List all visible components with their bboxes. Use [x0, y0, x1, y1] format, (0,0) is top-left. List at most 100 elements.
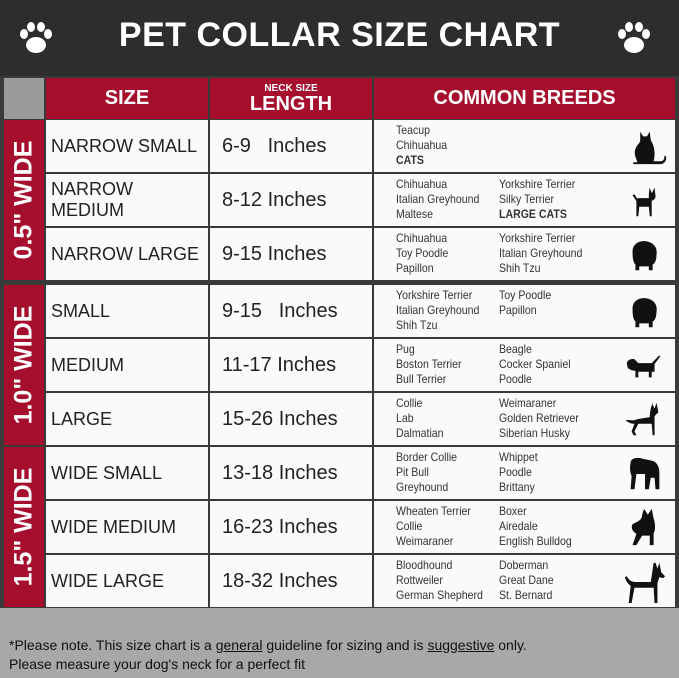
- paw-icon: [20, 22, 52, 53]
- length-cell: 15-26 Inches: [210, 393, 372, 445]
- breed-item: LARGE CATS: [499, 207, 567, 221]
- breed-item: Toy Poodle: [396, 246, 449, 260]
- breeds-cell: Chihuahua Toy Poodle Papillon Yorkshire Ter…: [374, 228, 675, 280]
- breed-item: Airedale: [499, 519, 538, 533]
- note-general: general: [215, 637, 263, 653]
- breed-item: St. Bernard: [499, 588, 553, 602]
- breed-item: Italian Greyhound: [499, 246, 583, 260]
- width-label-text: 0.5" WIDE: [9, 140, 38, 260]
- length-cell: 18-32 Inches: [210, 555, 372, 607]
- breed-column: Teacup Chihuahua CATS: [396, 123, 454, 168]
- breed-item: Weimaraner: [499, 396, 557, 410]
- size-cell: MEDIUM: [46, 339, 208, 391]
- bulldog-icon: [630, 457, 660, 490]
- breed-item: German Shepherd: [396, 588, 483, 602]
- paw-icon: [618, 22, 650, 53]
- breed-item: Italian Greyhound: [396, 303, 480, 317]
- breed-column: Beagle Cocker Spaniel Poodle: [499, 342, 580, 387]
- title-bar: PET COLLAR SIZE CHART: [0, 0, 679, 76]
- header-length-label: LENGTH: [249, 92, 333, 115]
- breed-item: Brittany: [499, 480, 535, 494]
- breed-item: Great Dane: [499, 573, 554, 587]
- pitbull-icon: [631, 508, 656, 546]
- breed-item: Chihuahua: [396, 177, 448, 191]
- breed-item: Papillon: [396, 261, 434, 275]
- length-cell: 13-18 Inches: [210, 447, 372, 499]
- size-cell: LARGE: [46, 393, 208, 445]
- corner-cell: [4, 78, 44, 119]
- header-breeds: COMMON BREEDS: [374, 78, 675, 119]
- breed-item: Greyhound: [396, 480, 449, 494]
- breed-item: Collie: [396, 396, 423, 410]
- breed-item: Collie: [396, 519, 423, 533]
- length-cell: 6-9 Inches: [210, 120, 372, 172]
- breed-item: Weimaraner: [396, 534, 454, 548]
- breed-column: Pug Boston Terrier Bull Terrier: [396, 342, 470, 387]
- cat-icon: [633, 131, 667, 165]
- breeds-cell: Pug Boston Terrier Bull Terrier Beagle Cocke…: [374, 339, 675, 391]
- breed-item: Yorkshire Terrier: [499, 231, 576, 245]
- breed-item: Lab: [396, 411, 414, 425]
- size-cell: WIDE SMALL: [46, 447, 208, 499]
- breed-item: Shih Tzu: [396, 318, 438, 332]
- note-part: *Please note. This size chart is a: [9, 637, 216, 653]
- length-cell: 8-12 Inches: [210, 174, 372, 226]
- note-suggestive: suggestive: [427, 637, 495, 653]
- note-line2: Please measure your dog's neck for a per…: [9, 656, 306, 672]
- breed-item: English Bulldog: [499, 534, 572, 548]
- breeds-cell: Yorkshire Terrier Italian Greyhound Shih T…: [374, 285, 675, 337]
- note-part: guideline for sizing and is: [262, 637, 428, 653]
- header-length: NECK SIZE LENGTH: [210, 78, 372, 119]
- size-cell: WIDE MEDIUM: [46, 501, 208, 553]
- breed-item: Pit Bull: [396, 465, 429, 479]
- breed-item: Italian Greyhound: [396, 192, 480, 206]
- breed-item: Yorkshire Terrier: [396, 288, 473, 302]
- breed-item: Poodle: [499, 465, 532, 479]
- breed-item: Bull Terrier: [396, 372, 447, 386]
- breed-item: Maltese: [396, 207, 433, 221]
- width-label-text: 1.0" WIDE: [9, 305, 38, 425]
- size-cell: SMALL: [46, 285, 208, 337]
- note-text: *Please note. This size chart is a gener…: [9, 636, 527, 674]
- note-part: only.: [494, 637, 527, 653]
- breed-item: CATS: [396, 153, 424, 167]
- page-title: PET COLLAR SIZE CHART: [118, 16, 561, 54]
- breed-column: Chihuahua Italian Greyhound Maltese: [396, 177, 491, 222]
- breed-column: Weimaraner Golden Retriever Siberian Husky: [499, 396, 590, 441]
- breed-column: Border Collie Pit Bull Greyhound: [396, 450, 465, 495]
- breed-item: Shih Tzu: [499, 261, 541, 275]
- breed-item: Doberman: [499, 558, 549, 572]
- breed-item: Golden Retriever: [499, 411, 579, 425]
- breeds-cell: Border Collie Pit Bull Greyhound Whippet Poo…: [374, 447, 675, 499]
- breed-column: Yorkshire Terrier Italian Greyhound Shih T…: [499, 231, 594, 276]
- breed-item: Boston Terrier: [396, 357, 462, 371]
- breeds-cell: Collie Lab Dalmatian Weimaraner Golden Retri…: [374, 393, 675, 445]
- length-cell: 16-23 Inches: [210, 501, 372, 553]
- breed-item: Rottweiler: [396, 573, 443, 587]
- size-cell: NARROW LARGE: [46, 228, 208, 280]
- breed-column: Yorkshire Terrier Italian Greyhound Shih T…: [396, 288, 491, 333]
- breed-item: Silky Terrier: [499, 192, 554, 206]
- shepherd-dog-icon: [625, 402, 659, 436]
- breed-item: Siberian Husky: [499, 426, 571, 440]
- length-cell: 9-15 Inches: [210, 285, 372, 337]
- doberman-icon: [624, 562, 666, 603]
- breed-item: Teacup: [396, 123, 431, 137]
- header-neck-size: NECK SIZE: [264, 82, 318, 94]
- size-cell: NARROW SMALL: [46, 120, 208, 172]
- breed-item: Beagle: [499, 342, 532, 356]
- breeds-cell: Teacup Chihuahua CATS: [374, 120, 675, 172]
- breed-item: Whippet: [499, 450, 538, 464]
- breed-column: Toy Poodle Papillon: [499, 288, 558, 318]
- dachshund-icon: [626, 355, 661, 378]
- size-cell: WIDE LARGE: [46, 555, 208, 607]
- pomeranian-icon: [632, 241, 657, 271]
- breeds-cell: Chihuahua Italian Greyhound Maltese Yorkshi…: [374, 174, 675, 226]
- breeds-cell: Wheaten Terrier Collie Weimaraner Boxer Aire…: [374, 501, 675, 553]
- breed-column: Boxer Airedale English Bulldog: [499, 504, 582, 549]
- footer-note: *Please note. This size chart is a gener…: [0, 608, 679, 678]
- breed-column: Whippet Poodle Brittany: [499, 450, 543, 495]
- width-group-label: 1.0" WIDE: [4, 285, 44, 445]
- breed-item: Wheaten Terrier: [396, 504, 471, 518]
